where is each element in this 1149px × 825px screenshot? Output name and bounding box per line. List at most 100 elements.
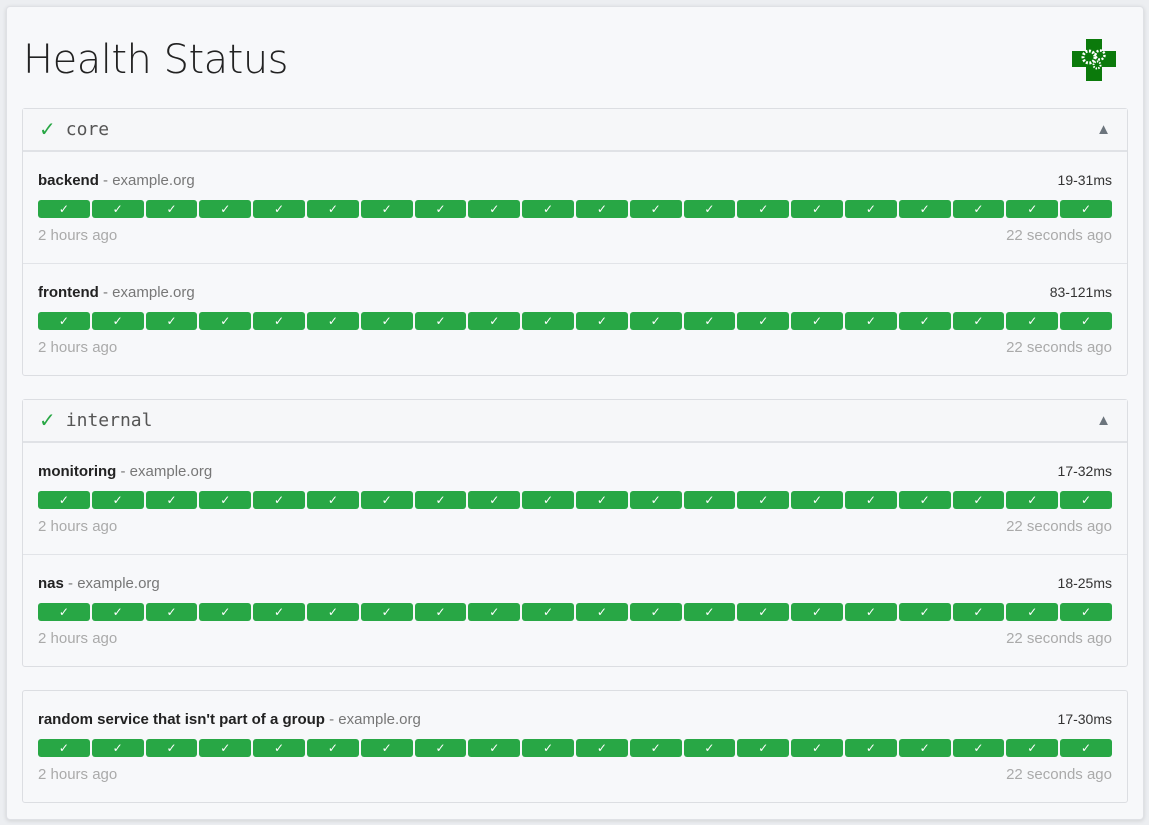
result-success[interactable]: ✓ — [468, 312, 521, 330]
result-success[interactable]: ✓ — [952, 603, 1005, 621]
result-success[interactable]: ✓ — [629, 603, 682, 621]
result-success[interactable]: ✓ — [468, 603, 521, 621]
result-success[interactable]: ✓ — [844, 491, 897, 509]
result-success[interactable]: ✓ — [360, 200, 413, 218]
result-success[interactable]: ✓ — [360, 739, 413, 757]
result-success[interactable]: ✓ — [791, 603, 843, 621]
result-success[interactable]: ✓ — [91, 603, 144, 621]
result-success[interactable]: ✓ — [522, 739, 574, 757]
result-success[interactable]: ✓ — [414, 200, 467, 218]
result-success[interactable]: ✓ — [414, 491, 467, 509]
result-success[interactable]: ✓ — [1006, 739, 1059, 757]
result-success[interactable]: ✓ — [683, 312, 736, 330]
result-success[interactable]: ✓ — [575, 739, 628, 757]
result-success[interactable]: ✓ — [414, 312, 467, 330]
result-success[interactable]: ✓ — [683, 739, 736, 757]
result-success[interactable]: ✓ — [683, 491, 736, 509]
result-success[interactable]: ✓ — [360, 603, 413, 621]
result-success[interactable]: ✓ — [1060, 603, 1112, 621]
result-success[interactable]: ✓ — [898, 603, 951, 621]
result-success[interactable]: ✓ — [1060, 312, 1112, 330]
result-success[interactable]: ✓ — [629, 200, 682, 218]
result-success[interactable]: ✓ — [791, 200, 843, 218]
result-success[interactable]: ✓ — [145, 739, 198, 757]
result-success[interactable]: ✓ — [38, 603, 90, 621]
result-success[interactable]: ✓ — [145, 312, 198, 330]
result-success[interactable]: ✓ — [91, 739, 144, 757]
result-success[interactable]: ✓ — [1060, 491, 1112, 509]
collapse-triangle-icon[interactable]: ▲ — [1096, 412, 1111, 429]
result-success[interactable]: ✓ — [199, 200, 252, 218]
result-success[interactable]: ✓ — [91, 491, 144, 509]
result-success[interactable]: ✓ — [38, 739, 90, 757]
result-success[interactable]: ✓ — [253, 200, 305, 218]
result-success[interactable]: ✓ — [91, 312, 144, 330]
result-success[interactable]: ✓ — [898, 739, 951, 757]
result-success[interactable]: ✓ — [145, 200, 198, 218]
service-name[interactable]: random service that isn't part of a grou… — [38, 711, 325, 728]
result-success[interactable]: ✓ — [253, 739, 305, 757]
result-success[interactable]: ✓ — [38, 491, 90, 509]
result-success[interactable]: ✓ — [737, 603, 790, 621]
result-success[interactable]: ✓ — [522, 312, 574, 330]
result-success[interactable]: ✓ — [306, 200, 359, 218]
result-success[interactable]: ✓ — [199, 739, 252, 757]
result-success[interactable]: ✓ — [199, 603, 252, 621]
result-success[interactable]: ✓ — [145, 491, 198, 509]
result-success[interactable]: ✓ — [522, 603, 574, 621]
service-name[interactable]: nas — [38, 575, 64, 592]
result-success[interactable]: ✓ — [791, 312, 843, 330]
result-success[interactable]: ✓ — [91, 200, 144, 218]
result-success[interactable]: ✓ — [952, 739, 1005, 757]
result-success[interactable]: ✓ — [1006, 491, 1059, 509]
group-header[interactable]: ✓ internal ▲ — [23, 400, 1127, 443]
result-success[interactable]: ✓ — [522, 491, 574, 509]
collapse-triangle-icon[interactable]: ▲ — [1096, 121, 1111, 138]
service-name[interactable]: backend — [38, 172, 99, 189]
result-success[interactable]: ✓ — [844, 312, 897, 330]
result-success[interactable]: ✓ — [683, 603, 736, 621]
result-success[interactable]: ✓ — [898, 491, 951, 509]
result-success[interactable]: ✓ — [844, 603, 897, 621]
result-success[interactable]: ✓ — [737, 312, 790, 330]
result-success[interactable]: ✓ — [575, 491, 628, 509]
result-success[interactable]: ✓ — [737, 739, 790, 757]
result-success[interactable]: ✓ — [414, 739, 467, 757]
result-success[interactable]: ✓ — [306, 312, 359, 330]
service-name[interactable]: frontend — [38, 284, 99, 301]
result-success[interactable]: ✓ — [952, 312, 1005, 330]
result-success[interactable]: ✓ — [1006, 200, 1059, 218]
group-header[interactable]: ✓ core ▲ — [23, 109, 1127, 152]
result-success[interactable]: ✓ — [414, 603, 467, 621]
result-success[interactable]: ✓ — [199, 312, 252, 330]
result-success[interactable]: ✓ — [737, 200, 790, 218]
result-success[interactable]: ✓ — [253, 603, 305, 621]
result-success[interactable]: ✓ — [844, 200, 897, 218]
result-success[interactable]: ✓ — [1006, 312, 1059, 330]
result-success[interactable]: ✓ — [575, 200, 628, 218]
result-success[interactable]: ✓ — [1060, 739, 1112, 757]
result-success[interactable]: ✓ — [629, 491, 682, 509]
result-success[interactable]: ✓ — [522, 200, 574, 218]
service-name[interactable]: monitoring — [38, 463, 117, 480]
result-success[interactable]: ✓ — [629, 312, 682, 330]
result-success[interactable]: ✓ — [253, 491, 305, 509]
result-success[interactable]: ✓ — [306, 491, 359, 509]
result-success[interactable]: ✓ — [737, 491, 790, 509]
result-success[interactable]: ✓ — [952, 200, 1005, 218]
result-success[interactable]: ✓ — [468, 739, 521, 757]
result-success[interactable]: ✓ — [791, 739, 843, 757]
result-success[interactable]: ✓ — [575, 312, 628, 330]
result-success[interactable]: ✓ — [38, 312, 90, 330]
result-success[interactable]: ✓ — [306, 739, 359, 757]
result-success[interactable]: ✓ — [360, 312, 413, 330]
result-success[interactable]: ✓ — [791, 491, 843, 509]
result-success[interactable]: ✓ — [145, 603, 198, 621]
result-success[interactable]: ✓ — [1006, 603, 1059, 621]
result-success[interactable]: ✓ — [38, 200, 90, 218]
result-success[interactable]: ✓ — [952, 491, 1005, 509]
result-success[interactable]: ✓ — [575, 603, 628, 621]
result-success[interactable]: ✓ — [468, 491, 521, 509]
result-success[interactable]: ✓ — [683, 200, 736, 218]
result-success[interactable]: ✓ — [629, 739, 682, 757]
